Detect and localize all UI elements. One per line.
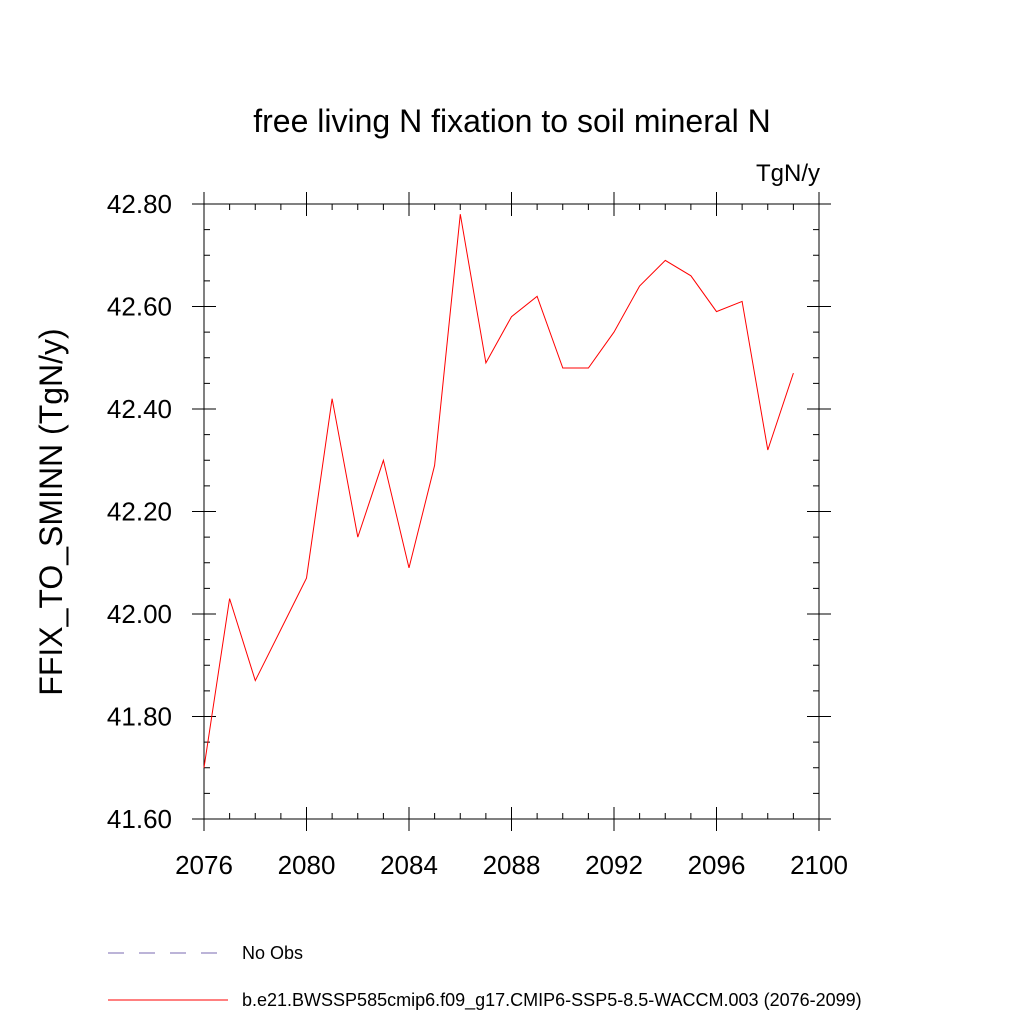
y-tick-label: 42.60 bbox=[107, 292, 172, 322]
y-axis-label: FFIX_TO_SMINN (TgN/y) bbox=[33, 328, 69, 695]
chart-title: free living N fixation to soil mineral N bbox=[253, 103, 771, 139]
plot-frame bbox=[203, 203, 820, 820]
legend-label-model: b.e21.BWSSP585cmip6.f09_g17.CMIP6-SSP5-8… bbox=[242, 990, 862, 1011]
y-tick-label: 42.40 bbox=[107, 394, 172, 424]
y-tick-label: 41.80 bbox=[107, 702, 172, 732]
y-tick-label: 42.80 bbox=[107, 189, 172, 219]
y-tick-label: 41.60 bbox=[107, 804, 172, 834]
tick-labels: 2076 2080 2084 2088 2092 2096 2100 41.60 41.80 42… bbox=[107, 189, 848, 880]
x-tick-label: 2092 bbox=[585, 850, 643, 880]
legend-label-no-obs: No Obs bbox=[242, 943, 303, 963]
x-tick-label: 2080 bbox=[278, 850, 336, 880]
x-tick-label: 2100 bbox=[790, 850, 848, 880]
legend: No Obs b.e21.BWSSP585cmip6.f09_g17.CMIP6… bbox=[108, 943, 862, 1011]
units-label: TgN/y bbox=[756, 160, 820, 187]
x-tick-label: 2096 bbox=[688, 850, 746, 880]
x-tick-label: 2084 bbox=[380, 850, 438, 880]
axis-ticks bbox=[192, 192, 831, 831]
y-tick-label: 42.00 bbox=[107, 599, 172, 629]
x-tick-label: 2076 bbox=[175, 850, 233, 880]
y-tick-label: 42.20 bbox=[107, 497, 172, 527]
series-line-0 bbox=[203, 214, 794, 768]
x-tick-label: 2088 bbox=[483, 850, 541, 880]
series-layer bbox=[203, 214, 794, 768]
